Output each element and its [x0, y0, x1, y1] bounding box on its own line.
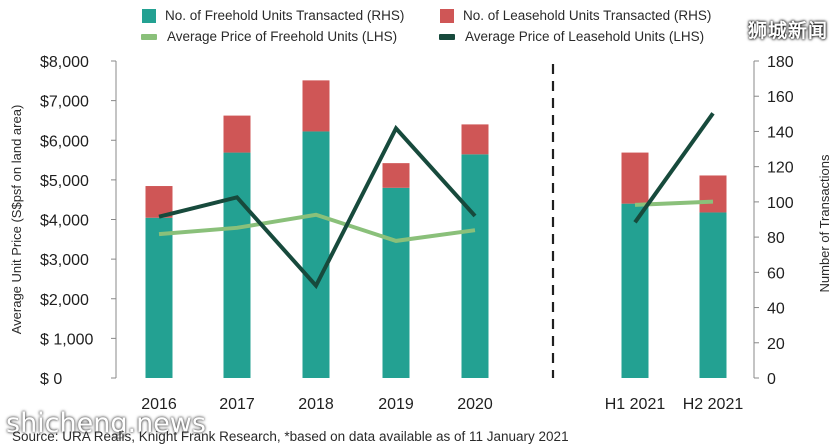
y-axis-title: Average Unit Price (S$psf on land area) [9, 105, 24, 335]
bar-freehold [382, 187, 410, 378]
left-tick-label: $7,000 [40, 94, 89, 111]
bar-leasehold [382, 163, 410, 188]
x-tick-label: H2 2021 [683, 396, 744, 413]
right-tick-label: 40 [767, 301, 785, 318]
bar-leasehold [302, 80, 330, 132]
right-tick-label: 140 [767, 124, 794, 141]
right-tick-label: 60 [767, 265, 785, 282]
line-leasehold-price [633, 112, 715, 224]
bar-freehold [461, 154, 489, 378]
left-tick-label: $ 1,000 [40, 331, 93, 348]
x-tick-label: 2018 [298, 396, 334, 413]
legend-item-freehold-units: No. of Freehold Units Transacted (RHS) [142, 8, 404, 23]
source-note: Source: URA Realis, Knight Frank Researc… [12, 429, 569, 444]
y2-axis-title: Number of Transactions [817, 154, 832, 293]
watermark-bottom: shicheng.news [6, 408, 206, 439]
legend-item-freehold-price: Average Price of Freehold Units (LHS) [141, 29, 397, 44]
x-tick-label: H1 2021 [605, 396, 666, 413]
left-tick-label: $ 0 [40, 371, 62, 388]
legend: No. of Freehold Units Transacted (RHS) N… [0, 4, 834, 48]
bar-leasehold [223, 115, 251, 153]
x-tick-label: 2016 [141, 396, 177, 413]
left-tick-label: $5,000 [40, 173, 89, 190]
right-tick-label: 120 [767, 160, 794, 177]
legend-swatch-leasehold-price [439, 33, 455, 40]
legend-label-leasehold-units: No. of Leasehold Units Transacted (RHS) [463, 8, 712, 23]
right-tick-label: 0 [767, 371, 776, 388]
left-tick-label: $3,000 [40, 252, 89, 269]
legend-item-leasehold-units: No. of Leasehold Units Transacted (RHS) [440, 8, 711, 23]
watermark-top: 狮城新闻 [747, 21, 828, 42]
left-tick-label: $8,000 [40, 54, 89, 71]
legend-swatch-freehold-units [142, 8, 156, 23]
left-tick-label: $6,000 [40, 133, 89, 150]
bar-freehold [699, 212, 727, 378]
right-tick-label: 180 [767, 54, 794, 71]
bar-freehold [302, 131, 330, 378]
x-tick-label: 2019 [378, 396, 414, 413]
x-tick-label: 2017 [219, 396, 255, 413]
bar-leasehold [621, 152, 649, 204]
legend-swatch-freehold-price [141, 33, 157, 40]
right-tick-label: 100 [767, 195, 794, 212]
legend-label-freehold-price: Average Price of Freehold Units (LHS) [167, 29, 398, 44]
legend-label-leasehold-price: Average Price of Leasehold Units (LHS) [465, 29, 705, 44]
bar-leasehold [699, 175, 727, 213]
left-tick-label: $4,000 [40, 213, 89, 230]
bar-freehold [223, 152, 251, 378]
legend-item-leasehold-price: Average Price of Leasehold Units (LHS) [439, 29, 704, 44]
bar-leasehold [461, 124, 489, 155]
x-tick-label: 2020 [457, 396, 493, 413]
left-tick-label: $2,000 [40, 292, 89, 309]
right-tick-label: 20 [767, 336, 785, 353]
right-tick-label: 160 [767, 89, 794, 106]
legend-label-freehold-units: No. of Freehold Units Transacted (RHS) [165, 8, 405, 23]
legend-swatch-leasehold-units [440, 8, 454, 23]
right-tick-label: 80 [767, 230, 785, 247]
bar-freehold [621, 203, 649, 378]
bar-freehold [145, 217, 173, 378]
